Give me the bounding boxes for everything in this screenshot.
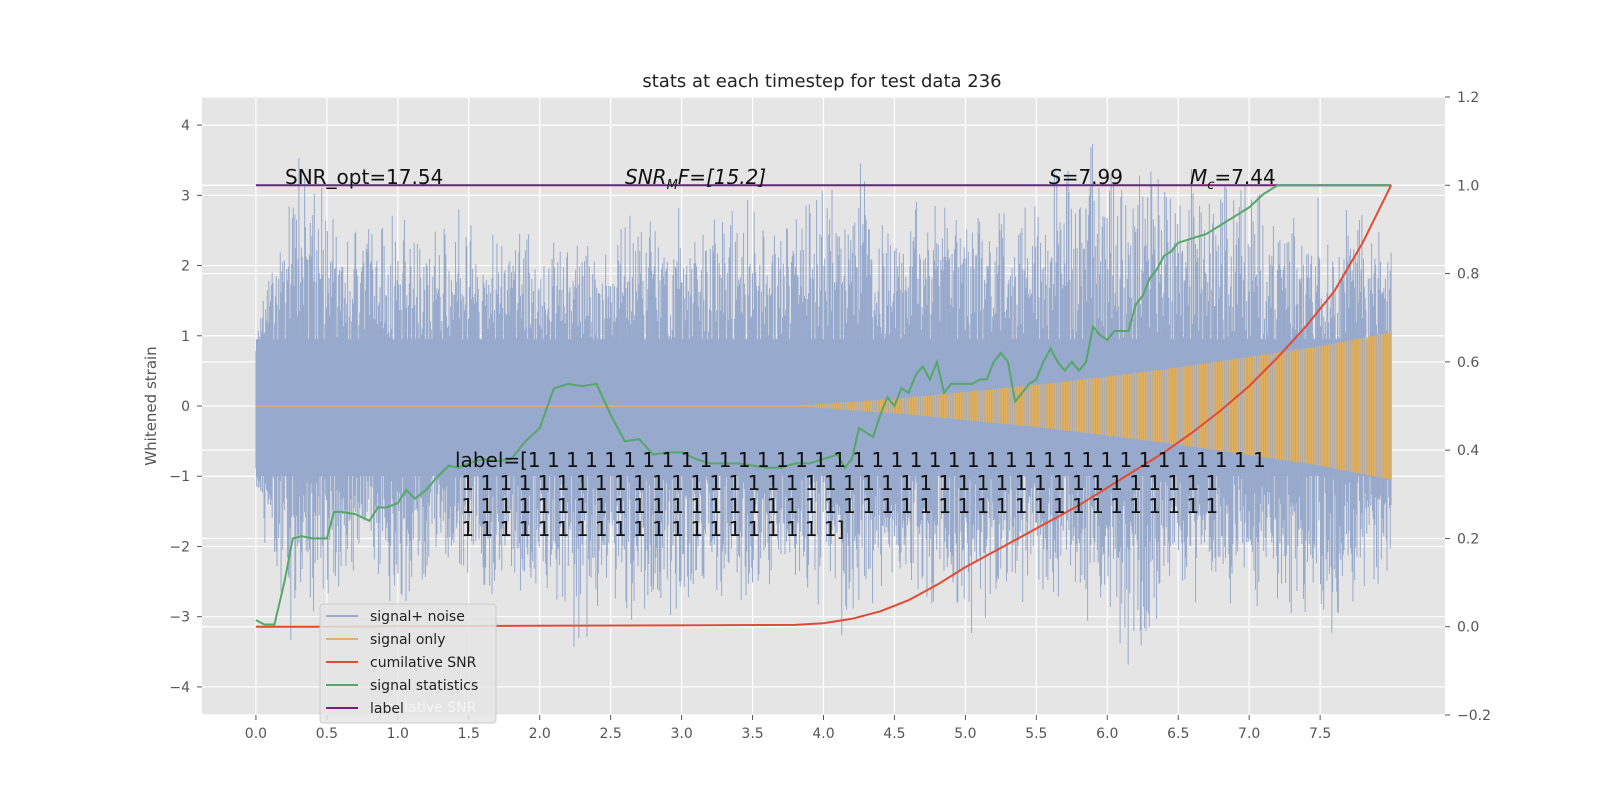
snr-mf-value: F=[15.2] [678,165,766,189]
legend-label-signal-statistics: signal statistics [370,678,478,694]
s-annotation: S=7.99 [1049,165,1123,189]
signal-statistics-series-line [255,184,1392,626]
x-tick-label: 1.5 [458,726,480,742]
legend-label-signal-noise: signal+ noise [370,609,465,625]
label-line-4: 1 1 1 1 1 1 1 1 1 1 1 1 1 1 1 1 1 1 1 1] [455,517,844,541]
label-line-3: 1 1 1 1 1 1 1 1 1 1 1 1 1 1 1 1 1 1 1 1 … [455,494,1218,518]
x-tick-label: 4.0 [812,726,834,742]
x-tick-label: 6.5 [1167,726,1189,742]
y2-tick-label: 0.4 [1457,443,1479,459]
y-axis-label: Whitened strain [142,346,160,465]
y2-tick-label: 0.6 [1457,355,1479,371]
x-tick-label: 2.5 [600,726,622,742]
x-axis-ticks: 0.0 0.5 1.0 1.5 2.0 2.5 3.0 3.5 4.0 4.5 5.0 5.5 6.0 6… [245,715,1331,742]
legend-hidden-entry: cumilative SNR [370,700,477,716]
y2-axis-ticks: 1.2 1.0 0.8 0.6 0.4 0.2 0.0 −0.2 [1445,90,1491,724]
label-line-2: 1 1 1 1 1 1 1 1 1 1 1 1 1 1 1 1 1 1 1 1 … [455,471,1218,495]
label-annotation: label=[1 1 1 1 1 1 1 1 1 1 1 1 1 1 1 1 1… [455,448,1266,541]
legend-label-signal-only: signal only [370,632,445,648]
mc-value: =7.44 [1214,165,1275,189]
s-value: =7.99 [1062,165,1123,189]
x-tick-label: 1.0 [387,726,409,742]
y-tick-label: −4 [169,680,190,696]
snr-opt-annotation: SNR_opt=17.54 [285,165,443,189]
x-tick-label: 5.5 [1025,726,1047,742]
y2-tick-label: 1.0 [1457,178,1479,194]
y2-tick-label: 0.2 [1457,531,1479,547]
legend: cumilative SNR signal+ noise signal only… [319,603,497,724]
y2-tick-label: −0.2 [1457,708,1491,724]
label-line-1: label=[1 1 1 1 1 1 1 1 1 1 1 1 1 1 1 1 1… [455,448,1266,472]
chart-title: stats at each timestep for test data 236 [642,71,1001,92]
y-tick-label: −3 [169,610,190,626]
y-tick-label: −1 [169,469,190,485]
s-symbol: S [1049,165,1062,189]
y-tick-label: 2 [181,259,190,275]
y-axis-ticks: 4 3 2 1 0 −1 −2 −3 −4 [169,118,202,696]
legend-label-cumulative-snr: cumilative SNR [370,655,477,671]
x-tick-label: 0.5 [316,726,338,742]
x-tick-label: 0.0 [245,726,267,742]
mc-annotation: Mc=7.44 [1190,165,1276,193]
x-tick-label: 4.5 [883,726,905,742]
x-tick-label: 7.5 [1309,726,1331,742]
y-tick-label: 1 [181,329,190,345]
x-tick-label: 6.0 [1096,726,1118,742]
y-tick-label: 4 [181,118,190,134]
y2-tick-label: 1.2 [1457,90,1479,106]
mc-subscript: c [1207,178,1214,193]
mc-symbol: M [1190,165,1207,189]
x-tick-label: 7.0 [1238,726,1260,742]
y2-tick-label: 0.0 [1457,620,1479,636]
legend-box [319,603,497,724]
snr-mf-annotation: SNRMF=[15.2] [625,165,766,193]
snr-mf-symbol: SNR [625,165,667,189]
y2-tick-label: 0.8 [1457,267,1479,283]
y-tick-label: 3 [181,188,190,204]
x-tick-label: 2.0 [529,726,551,742]
snr-mf-subscript: M [667,178,678,193]
y-tick-label: 0 [181,399,190,415]
legend-label-label: label [370,701,404,717]
y-tick-label: −2 [169,539,190,555]
x-tick-label: 3.5 [741,726,763,742]
cumulative-snr-series-line [255,184,1392,628]
x-tick-label: 5.0 [954,726,976,742]
x-tick-label: 3.0 [670,726,692,742]
